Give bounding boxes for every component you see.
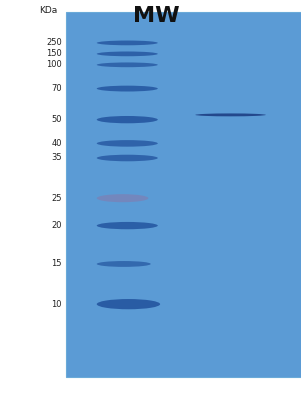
Ellipse shape	[97, 62, 158, 67]
Text: 50: 50	[51, 115, 62, 124]
Text: 25: 25	[51, 194, 62, 203]
Text: 10: 10	[51, 300, 62, 308]
Text: 35: 35	[51, 154, 62, 162]
Ellipse shape	[97, 155, 158, 161]
FancyBboxPatch shape	[66, 12, 301, 377]
Text: 15: 15	[51, 260, 62, 269]
Text: 40: 40	[51, 139, 62, 148]
Text: KDa: KDa	[39, 6, 57, 15]
Ellipse shape	[97, 194, 148, 202]
Ellipse shape	[97, 299, 160, 309]
Ellipse shape	[97, 222, 158, 229]
Ellipse shape	[97, 86, 158, 92]
Text: 70: 70	[51, 84, 62, 93]
Ellipse shape	[97, 41, 158, 45]
Ellipse shape	[97, 116, 158, 123]
Ellipse shape	[195, 113, 266, 117]
Text: 20: 20	[51, 221, 62, 230]
Text: 150: 150	[46, 49, 62, 58]
Ellipse shape	[97, 140, 158, 147]
Ellipse shape	[97, 51, 158, 56]
Text: 250: 250	[46, 38, 62, 47]
Text: MW: MW	[133, 6, 180, 26]
Ellipse shape	[97, 261, 151, 267]
Text: 100: 100	[46, 60, 62, 70]
